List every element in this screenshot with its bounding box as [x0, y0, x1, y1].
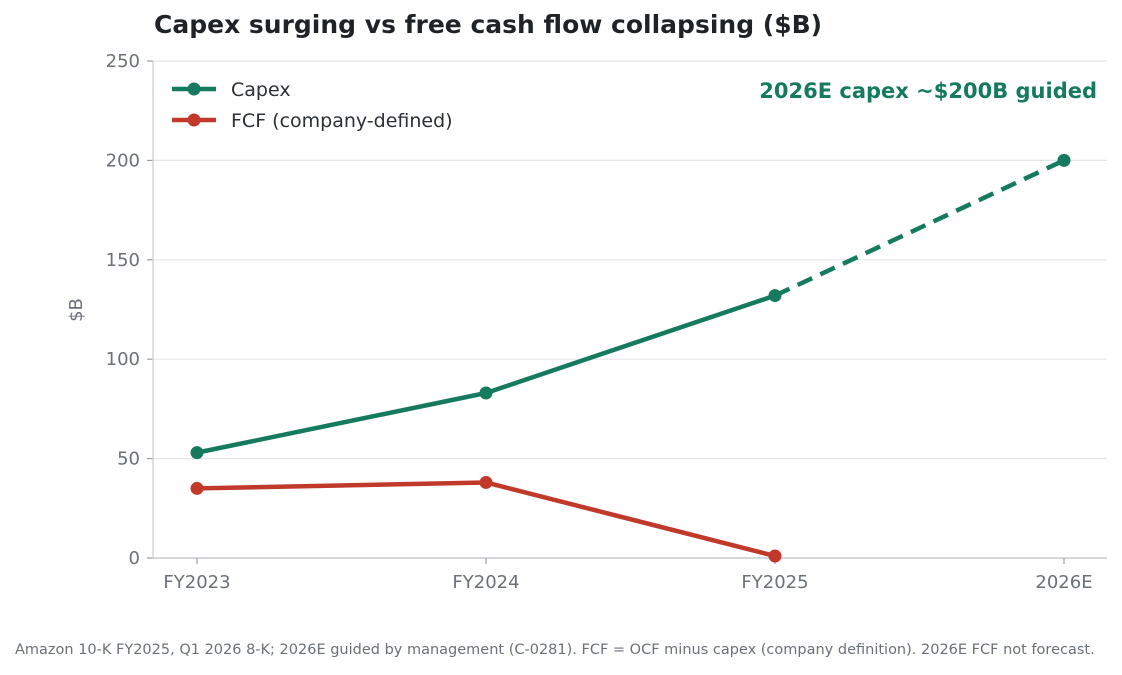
series-1-point-FY2024 — [479, 475, 493, 489]
legend-marker-0 — [187, 82, 201, 96]
series-0-point-FY2025 — [768, 289, 782, 303]
x-tick-label-2026E: 2026E — [1035, 572, 1092, 593]
legend: Capex FCF (company-defined) — [172, 79, 453, 132]
series-1-point-FY2023 — [190, 481, 204, 495]
series-layer — [190, 153, 1071, 563]
series-1-segment-1 — [485, 480, 776, 559]
y-tick-label-50: 50 — [117, 449, 140, 470]
x-tick-label-FY2023: FY2023 — [163, 572, 230, 593]
legend-label-0: Capex — [231, 79, 291, 101]
x-tick-label-FY2024: FY2024 — [452, 572, 519, 593]
series-0-point-2026E — [1057, 153, 1071, 167]
series-0-segment-2 — [774, 158, 1065, 298]
legend-label-1: FCF (company-defined) — [231, 110, 453, 132]
y-tick-label-150: 150 — [106, 250, 140, 271]
series-1-segment-0 — [196, 480, 487, 491]
annotation-2026e-capex: 2026E capex ~$200B guided — [759, 79, 1097, 103]
source-footnote: Amazon 10-K FY2025, Q1 2026 8-K; 2026E g… — [15, 642, 1095, 658]
gridlines — [153, 60, 1107, 460]
legend-marker-1 — [187, 113, 201, 127]
y-tick-label-200: 200 — [106, 150, 140, 171]
series-1-point-FY2025 — [768, 549, 782, 563]
y-axis-label: $B — [66, 298, 87, 322]
y-tick-label-0: 0 — [129, 548, 140, 569]
chart-title: Capex surging vs free cash flow collapsi… — [154, 10, 823, 39]
y-tick-label-100: 100 — [106, 349, 140, 370]
series-0-point-FY2023 — [190, 446, 204, 460]
x-tick-label-FY2025: FY2025 — [741, 572, 808, 593]
series-0-point-FY2024 — [479, 386, 493, 400]
series-0-segment-0 — [196, 390, 487, 455]
axes: 0 50 100 150 200 250 FY2023 FY2024 FY2025 2026E — [106, 51, 1107, 593]
series-0-segment-1 — [485, 293, 776, 396]
y-tick-label-250: 250 — [106, 51, 140, 72]
